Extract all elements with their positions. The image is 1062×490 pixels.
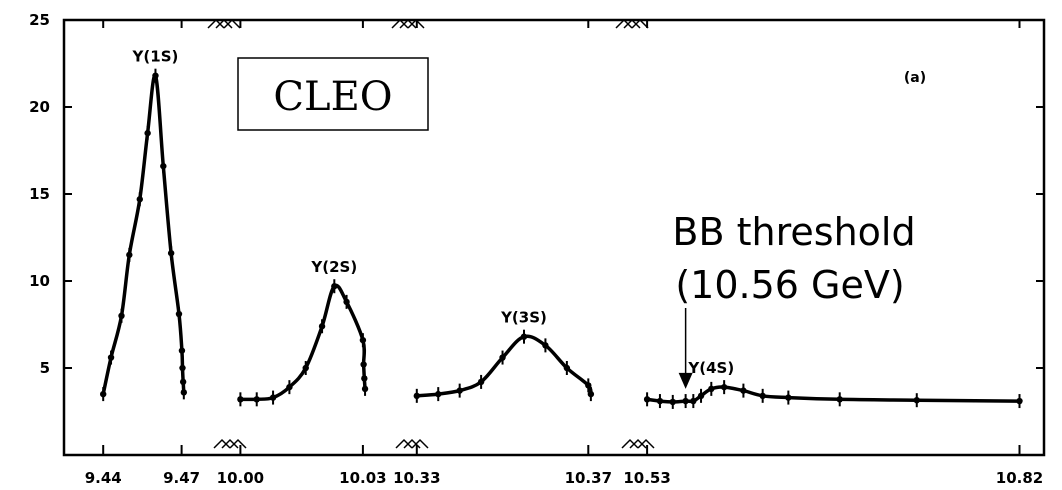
- y-tick-label: 15: [29, 185, 50, 203]
- data-point: [759, 392, 766, 400]
- x-tick-label: 10.53: [623, 469, 670, 487]
- data-point: [477, 378, 485, 386]
- threshold-arrow-head: [678, 372, 693, 389]
- data-point: [708, 385, 715, 393]
- data-point: [785, 394, 792, 401]
- series-line: [101, 73, 186, 395]
- data-point: [913, 396, 920, 404]
- data-point: [152, 72, 159, 79]
- x-tick-label: 9.47: [163, 469, 200, 487]
- axis-break-top-1: [207, 18, 241, 29]
- data-point: [360, 361, 367, 368]
- x-tick-label: 10.03: [339, 469, 386, 487]
- data-point: [107, 354, 115, 361]
- data-point: [520, 333, 528, 340]
- data-point: [697, 392, 705, 400]
- axis-break-top-3: [615, 18, 649, 29]
- data-point: [343, 298, 350, 306]
- threshold-label-line2: (10.56 GeV): [675, 263, 904, 307]
- data-point: [144, 129, 151, 137]
- data-point: [286, 383, 293, 391]
- plot-frame: [62, 18, 1046, 457]
- peak-label: Υ(2S): [310, 258, 357, 276]
- x-tick-label: 10.33: [393, 469, 440, 487]
- axis-break-bottom-1: [213, 438, 247, 449]
- peak-label: Υ(1S): [132, 48, 179, 66]
- data-point: [237, 396, 244, 403]
- data-point: [690, 397, 697, 405]
- data-point: [179, 378, 187, 386]
- data-point: [643, 396, 651, 403]
- data-point: [100, 390, 107, 398]
- x-tick-label: 10.82: [996, 469, 1043, 487]
- data-point: [302, 364, 309, 372]
- peak-label: Υ(4S): [687, 359, 734, 377]
- data-point: [413, 392, 420, 400]
- y-tick-label: 5: [40, 359, 50, 377]
- data-point: [167, 249, 175, 257]
- data-point: [456, 387, 463, 394]
- data-point: [175, 310, 183, 318]
- axis-break-bottom-3: [621, 438, 655, 449]
- threshold-label-line1: BB threshold: [672, 210, 915, 254]
- data-point: [656, 397, 664, 405]
- data-point: [359, 336, 367, 344]
- cleo-label: CLEO: [273, 74, 392, 120]
- data-point: [1016, 397, 1023, 405]
- data-point: [669, 398, 676, 406]
- x-tick-label: 10.37: [565, 469, 612, 487]
- data-point: [563, 364, 571, 372]
- data-point: [118, 312, 125, 319]
- peak-labels: Υ(1S) Υ(2S) Υ(3S) Υ(4S): [132, 48, 735, 377]
- data-point: [361, 385, 369, 393]
- axis-break-bottom-2: [395, 438, 429, 449]
- data-point: [587, 390, 595, 398]
- data-point: [160, 162, 167, 170]
- axis-break-marks: [207, 18, 655, 449]
- data-point: [542, 342, 549, 349]
- y-tick-label: 25: [29, 11, 50, 29]
- data-point: [836, 396, 843, 403]
- data-point: [361, 375, 368, 382]
- peak-label: Υ(3S): [500, 309, 547, 327]
- data-point: [179, 364, 186, 372]
- x-tick-label: 10.00: [217, 469, 264, 487]
- data-point: [435, 390, 442, 398]
- y-tick-label: 20: [29, 98, 50, 116]
- data-point: [318, 323, 326, 330]
- data-points: [100, 68, 1023, 409]
- x-axis-ticks: 9.44 9.47 10.00 10.03 10.33 10.37 10.53 10.82: [85, 20, 1043, 487]
- data-point: [585, 382, 592, 389]
- data-point: [682, 397, 689, 405]
- data-point: [126, 251, 133, 259]
- data-point: [331, 283, 338, 290]
- data-point: [740, 387, 747, 394]
- data-point: [178, 347, 186, 354]
- y-axis-ticks: 5 10 15 20 25: [29, 11, 1044, 377]
- data-point: [136, 196, 143, 203]
- x-tick-label: 9.44: [85, 469, 122, 487]
- cleo-box: [237, 57, 429, 131]
- panel-label: (a): [904, 70, 926, 86]
- series-line: [416, 334, 593, 398]
- y-tick-label: 10: [29, 272, 50, 290]
- data-point: [269, 394, 277, 401]
- data-point: [720, 383, 728, 391]
- data-point: [499, 354, 506, 361]
- data-point: [180, 389, 188, 396]
- data-point: [253, 396, 260, 403]
